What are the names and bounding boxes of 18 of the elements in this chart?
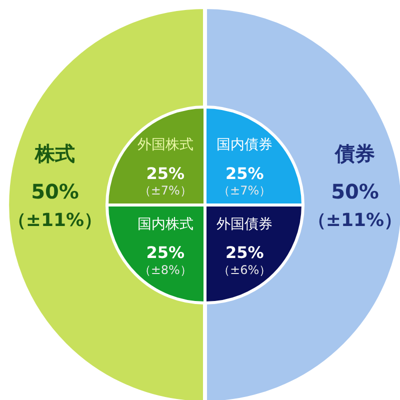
data-label: 25% [146, 242, 185, 262]
data-label: 50% [331, 179, 379, 204]
text: （±7%） [138, 184, 192, 198]
text: （±6%） [218, 262, 272, 277]
slice-label: 外国債券 [216, 216, 273, 232]
slice-label: 株式 [34, 141, 75, 166]
data-label: 25% [225, 164, 264, 183]
text: （±8%） [138, 262, 192, 277]
data-label: 25% [146, 164, 185, 183]
slice-label: 国内債券 [216, 137, 273, 154]
data-label: 25% [225, 242, 264, 262]
data-label: 50% [31, 179, 79, 204]
slice-label: 外国株式 [137, 137, 194, 154]
text: （±11%） [8, 210, 102, 231]
slice-label: 国内株式 [137, 216, 194, 232]
text: （±7%） [218, 184, 272, 198]
slice-label: 債券 [334, 141, 375, 166]
text: （±11%） [308, 210, 400, 231]
